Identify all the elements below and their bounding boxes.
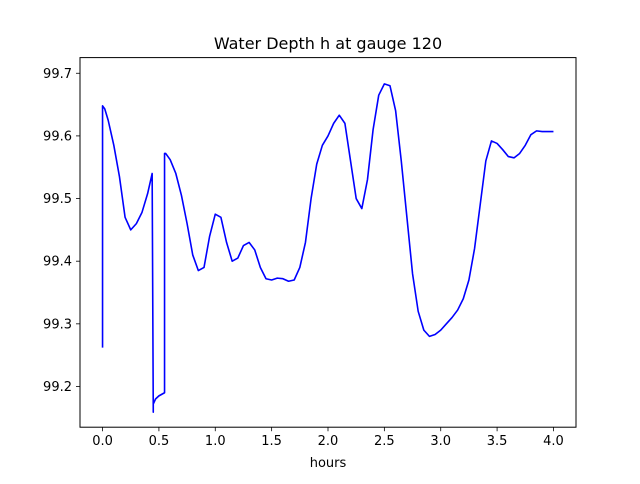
y-axis: 99.2 99.3 99.4 99.5 99.6 99.7 bbox=[43, 67, 80, 395]
x-axis: 0.0 0.5 1.0 1.5 2.0 2.5 3.0 3.5 4.0 bbox=[92, 427, 564, 449]
y-tick-label: 99.3 bbox=[43, 317, 72, 332]
plot-area bbox=[101, 83, 554, 413]
x-tick-label: 1.5 bbox=[261, 434, 282, 449]
y-tick-label: 99.6 bbox=[43, 129, 72, 144]
x-tick-label: 0.0 bbox=[92, 434, 113, 449]
y-tick-label: 99.5 bbox=[43, 192, 72, 207]
x-tick-label: 2.5 bbox=[374, 434, 395, 449]
x-tick-label: 2.0 bbox=[318, 434, 339, 449]
x-tick-label: 0.5 bbox=[149, 434, 170, 449]
axes-frame bbox=[79, 57, 577, 428]
y-tick-label: 99.2 bbox=[43, 380, 72, 395]
x-axis-title: hours bbox=[310, 456, 347, 471]
chart-title: Water Depth h at gauge 120 bbox=[214, 34, 442, 53]
x-tick-label: 3.0 bbox=[430, 434, 451, 449]
y-tick-label: 99.7 bbox=[43, 67, 72, 82]
y-tick-label: 99.4 bbox=[43, 255, 72, 270]
series-line-0 bbox=[101, 83, 554, 413]
x-tick-label: 1.0 bbox=[205, 434, 226, 449]
x-tick-label: 4.0 bbox=[543, 434, 564, 449]
x-tick-label: 3.5 bbox=[487, 434, 508, 449]
